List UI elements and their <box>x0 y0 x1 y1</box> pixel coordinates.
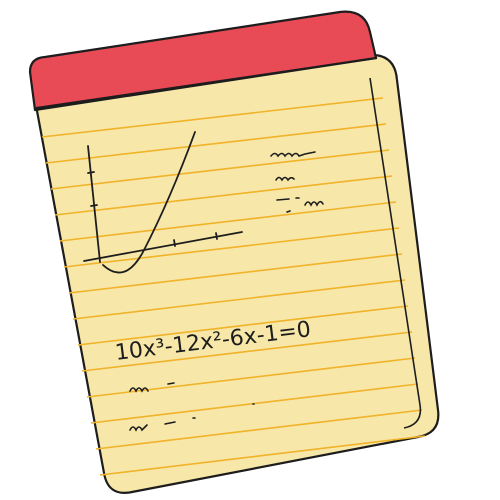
graph-tick-1 <box>87 171 95 174</box>
graph-curve <box>102 131 196 274</box>
header-divider <box>35 57 378 109</box>
graph-x-axis <box>83 231 243 262</box>
parabola-graph-icon <box>83 131 243 274</box>
notepad-header <box>28 10 378 112</box>
graph-tick-4 <box>215 232 218 240</box>
ruled-lines <box>41 97 426 476</box>
graph-y-axis <box>87 145 101 263</box>
graph-tick-3 <box>173 239 176 247</box>
lower-scribbles <box>129 382 255 432</box>
scribble-icon <box>270 151 324 213</box>
page-edge <box>369 77 422 429</box>
graph-tick-2 <box>90 204 98 207</box>
